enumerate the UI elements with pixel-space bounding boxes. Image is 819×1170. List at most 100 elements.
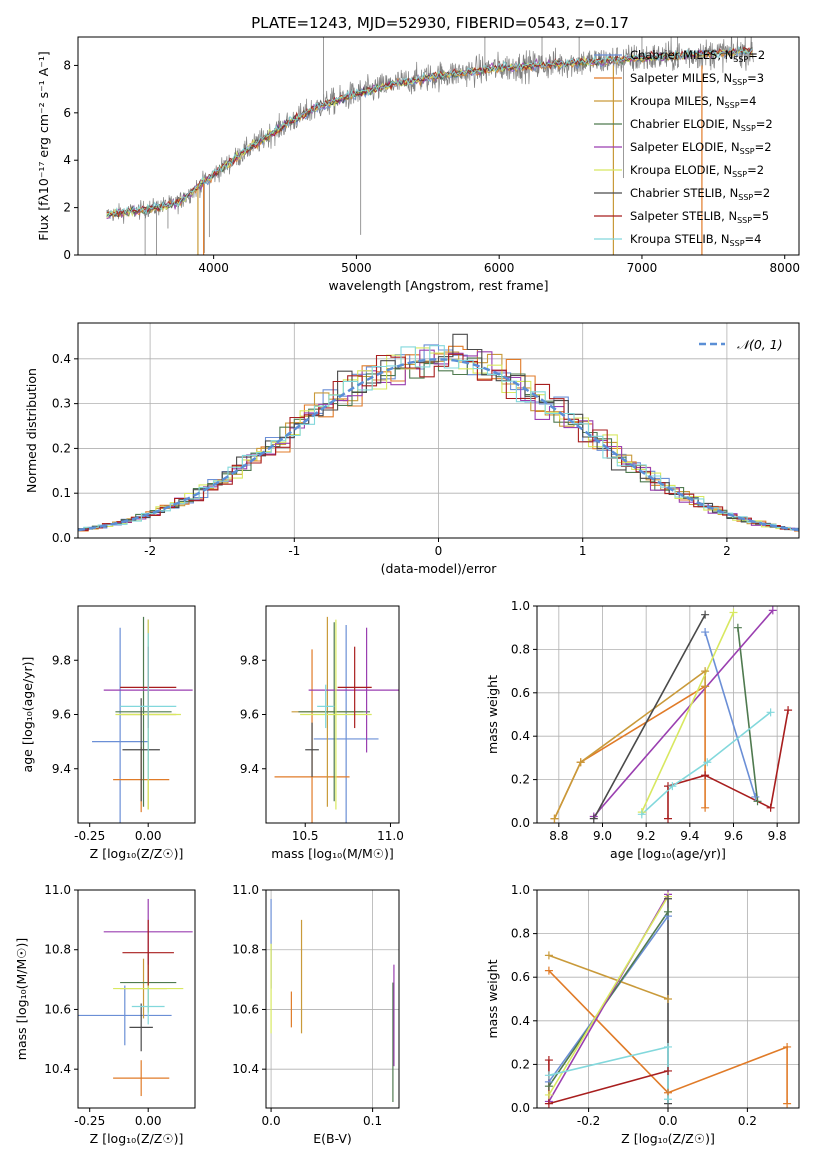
legend-name: Salpeter MILES, N [630,71,732,85]
weight-marker [550,814,559,823]
legend-eq: =2 [748,48,765,62]
weight-line [553,669,706,820]
y-tick-label: 9.8 [240,653,259,667]
legend-sub: SSP [740,147,755,156]
legend-name: Kroupa ELODIE, N [630,163,732,177]
y-tick-label: 10.6 [44,1002,71,1016]
legend-name: Chabrier MILES, N [630,48,733,62]
legend-name: Chabrier STELIB, N [630,186,738,200]
x-tick-label: 0.00 [135,1114,162,1128]
weight-marker [768,606,777,615]
y-tick-label: 9.6 [52,708,71,722]
axes-frame: 8.8 9.0 9.2 9.4 9.6 9.8 0.0 0.2 0.4 0.6 0.8 1.0 age … [485,599,800,861]
legend-name: Salpeter ELODIE, N [630,140,740,154]
x-tick-label: 4000 [198,261,229,275]
x-tick-label: 9.6 [724,829,743,843]
x-axis-label: wavelength [Angstrom, rest frame] [328,278,548,293]
axes-frame: -2 -1 0 1 2 0.0 0.1 0.2 0.3 0.4 (data-model)/error… [24,322,800,576]
y-tick-label: 0.0 [52,531,71,545]
y-tick-label: 0.1 [52,486,71,500]
y-tick-label: 0 [63,248,71,262]
weight-marker [544,1090,553,1099]
weight-marker [701,803,710,812]
weight-marker [668,782,677,791]
x-tick-label: 9.4 [680,829,699,843]
x-tick-label: 8000 [769,261,800,275]
model-line [106,45,753,217]
panel-mass_vs_Z: -0.25 0.00 10.4 10.6 10.8 11.0 Z [log₁₀(Z/Z☉)]… [14,883,196,1146]
x-tick-label: 10.5 [292,829,319,843]
plot-area [274,616,399,823]
panel-spectrum: 4000 5000 6000 7000 8000 0 2 4 6 8 wavelength [Ang… [36,36,800,293]
axes-frame: -0.25 0.00 9.4 9.6 9.8 Z [log₁₀(Z/Z☉)] age [lo… [20,605,196,861]
y-tick-label: 9.8 [52,653,71,667]
x-tick-label: 11.0 [377,829,404,843]
weight-marker [783,1042,792,1051]
y-tick-label: 11.0 [232,883,259,897]
y-axis-label: mass weight [485,959,500,1038]
weight-marker [664,894,672,903]
x-tick-label: 7000 [627,261,658,275]
y-tick-label: 0.2 [511,1057,530,1071]
weight-line [548,954,669,1000]
y-axis-label: Flux [fλ10⁻¹⁷ erg cm⁻² s⁻¹ A⁻¹] [36,51,51,240]
x-tick-label: 6000 [484,261,515,275]
legend-label: Chabrier ELODIE, NSSP=2 [630,117,773,133]
weight-marker [701,628,710,637]
y-tick-label: 0.4 [511,729,530,743]
legend-sub: SSP [741,124,756,133]
weight-line [704,631,757,798]
legend-eq: =4 [740,94,757,108]
x-tick-label: -0.25 [74,829,105,843]
weight-marker [703,758,712,767]
panel-age_vs_Z: -0.25 0.00 9.4 9.6 9.8 Z [log₁₀(Z/Z☉)] age [lo… [20,605,196,861]
panel-mass_vs_ebv: 0.0 0.1 10.4 10.6 10.8 11.0 E(B-V) [232,883,400,1146]
weight-marker [664,1095,672,1104]
y-tick-label: 11.0 [44,883,71,897]
weight-marker [664,1042,672,1051]
weight-marker [701,771,710,780]
normal-curve [78,358,799,532]
weight-marker [544,966,553,975]
y-tick-label: 9.6 [240,708,259,722]
weight-line [737,627,759,802]
y-tick-label: 9.4 [240,762,259,776]
legend-sub: SSP [732,78,747,87]
weight-marker [701,610,710,619]
x-axis-label: age [log₁₀(age/yr)] [610,846,726,861]
y-tick-label: 0.2 [52,441,71,455]
y-tick-label: 10.4 [44,1062,71,1076]
x-axis-label: Z [log₁₀(Z/Z☉)] [621,1131,715,1146]
plot-area [270,898,395,1103]
legend-eq: =2 [753,186,770,200]
y-tick-label: 0.0 [511,816,530,830]
y-tick-label: 10.4 [232,1062,259,1076]
weight-marker [766,803,775,812]
weight-marker [664,907,672,916]
weight-line [593,609,774,818]
plot-area [78,333,799,533]
x-tick-label: 0.00 [135,829,162,843]
weight-line [548,896,669,1096]
x-tick-label: 5000 [341,261,372,275]
axes-box [77,889,196,1109]
y-tick-label: 6 [63,106,71,120]
x-tick-label: 9.2 [637,829,656,843]
y-axis-label: Normed distribution [24,368,39,493]
x-tick-label: 9.8 [768,829,787,843]
axes-box [77,36,800,256]
axes-frame: 4000 5000 6000 7000 8000 0 2 4 6 8 wavelength [Ang… [36,36,800,293]
y-tick-label: 9.4 [52,762,71,776]
legend-name: Kroupa STELIB, N [630,232,730,246]
panel-weight_vs_Z: -0.2 0.0 0.2 0.0 0.2 0.4 0.6 0.8 1.0 Z [log₁₀(Z/Z… [485,883,800,1146]
x-tick-label: 0.1 [363,1114,382,1128]
weight-marker [733,623,742,632]
weight-marker [729,608,738,617]
axes-box [536,605,800,824]
y-tick-label: 0.4 [511,1014,530,1028]
axes-frame: -0.2 0.0 0.2 0.0 0.2 0.4 0.6 0.8 1.0 Z [log₁₀(Z/Z… [485,883,800,1146]
legend-name: Kroupa MILES, N [630,94,725,108]
x-tick-label: 0.0 [262,1114,281,1128]
legend-label: Kroupa MILES, NSSP=4 [630,94,756,110]
